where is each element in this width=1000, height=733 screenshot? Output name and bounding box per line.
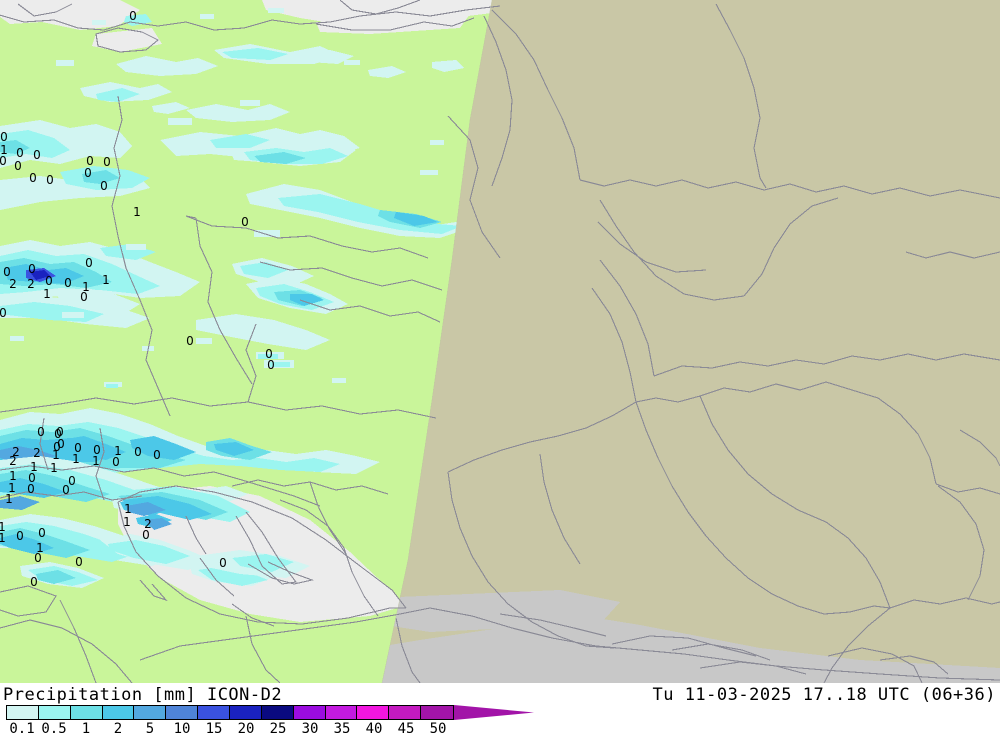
precip-mid-band: [0, 240, 348, 350]
colorbar-swatch[interactable]: [421, 706, 454, 719]
precip-north-band: [0, 14, 470, 238]
colorbar-tick: 1: [81, 721, 91, 733]
precip-alps-band: [0, 408, 380, 588]
colorbar-container[interactable]: 0.1 0.5 1 2 5 10 15 20 25 30 35 40 45 50: [6, 705, 546, 733]
colorbar-swatch[interactable]: [357, 706, 390, 719]
map-canvas: [0, 0, 1000, 683]
colorbar-swatch[interactable]: [166, 706, 199, 719]
colorbar-swatch[interactable]: [230, 706, 262, 719]
colorbar-overflow-arrow: [454, 705, 534, 720]
legend-footer: Precipitation [mm] ICON-D2 Tu 11-03-2025…: [0, 683, 1000, 733]
colorbar-swatch[interactable]: [7, 706, 39, 719]
colorbar-tick: 25: [269, 721, 287, 733]
precip-scattered-2: [106, 354, 290, 388]
colorbar-swatch[interactable]: [325, 706, 358, 719]
colorbar-tick: 20: [237, 721, 255, 733]
colorbar-swatches[interactable]: [6, 705, 454, 720]
colorbar-tick: 40: [365, 721, 383, 733]
domain-boundary: [381, 0, 493, 683]
colorbar-swatch[interactable]: [102, 706, 135, 719]
colorbar-tick: 35: [333, 721, 351, 733]
colorbar-tick: 2: [113, 721, 123, 733]
colorbar-tick: 10: [173, 721, 191, 733]
colorbar-tick: 30: [301, 721, 319, 733]
run-datetime-label: Tu 11-03-2025 17..18 UTC (06+36): [652, 685, 996, 705]
colorbar-swatch[interactable]: [38, 706, 71, 719]
colorbar-tick: 0.1: [9, 721, 35, 733]
colorbar-tick: 15: [205, 721, 223, 733]
colorbar-swatch[interactable]: [293, 706, 326, 719]
precip-adriatic-cell: [0, 496, 310, 578]
colorbar-tick: 50: [429, 721, 447, 733]
colorbar-swatch[interactable]: [198, 706, 231, 719]
colorbar-swatch[interactable]: [389, 706, 422, 719]
map-borders: [0, 0, 1000, 683]
legend-title: Precipitation [mm] ICON-D2: [3, 685, 283, 705]
colorbar-tick: 0.5: [41, 721, 67, 733]
colorbar-swatch[interactable]: [261, 706, 294, 719]
colorbar-swatch[interactable]: [134, 706, 167, 719]
colorbar-tick: 45: [397, 721, 415, 733]
colorbar-swatch[interactable]: [70, 706, 103, 719]
precipitation-field: [0, 8, 470, 588]
colorbar-tick: 5: [145, 721, 155, 733]
